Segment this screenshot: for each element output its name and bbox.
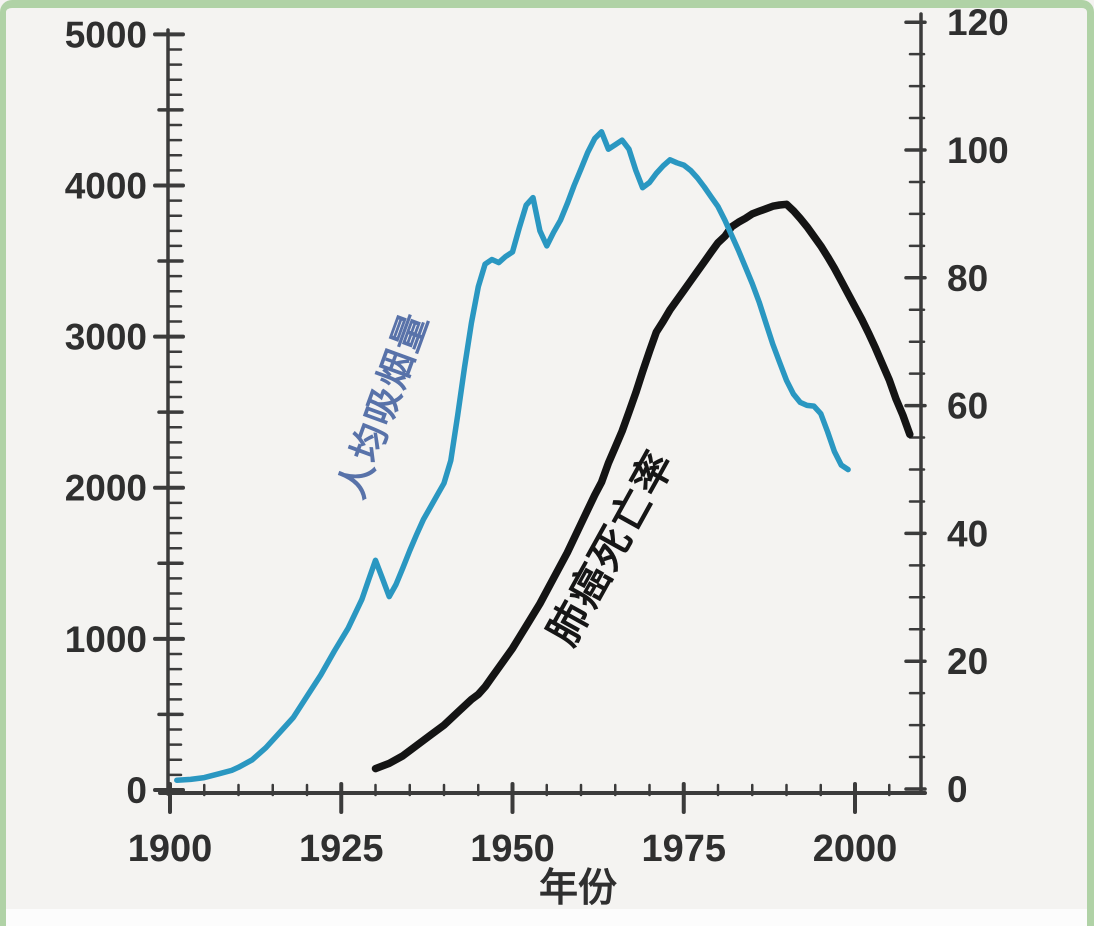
left-axis-tick-label: 2000 [65, 468, 147, 509]
x-axis-title: 年份 [539, 867, 617, 910]
bottom-strip [6, 909, 1087, 926]
x-axis-tick-label: 2000 [813, 828, 898, 870]
right-axis-tick-label: 40 [947, 513, 988, 554]
right-axis-tick-label: 80 [947, 258, 988, 299]
left-axis-tick-label: 1000 [65, 619, 147, 660]
x-axis-tick-label: 1975 [641, 828, 726, 870]
left-axis-tick-label: 4000 [65, 165, 147, 206]
right-axis-tick-label: 60 [947, 386, 988, 427]
right-axis-tick-label: 0 [947, 769, 968, 810]
right-axis-tick-label: 20 [947, 641, 988, 682]
left-axis-tick-label: 5000 [65, 14, 147, 55]
right-axis-tick-label: 120 [947, 2, 1009, 43]
x-axis-tick-label: 1950 [470, 828, 555, 870]
series-curve-lung-cancer [371, 200, 914, 773]
smoking-curve-label: 人均吸烟量 [331, 306, 436, 503]
x-axis-tick-label: 1900 [128, 828, 213, 870]
right-axis-tick-label: 100 [947, 130, 1009, 171]
lung-cancer-curve-label: 肺癌死亡率 [539, 442, 683, 652]
x-axis-tick-label: 1925 [299, 828, 384, 870]
left-axis-tick-label: 3000 [65, 317, 147, 358]
series-curve-smoking [174, 129, 851, 783]
left-axis-tick-label: 0 [126, 770, 147, 811]
